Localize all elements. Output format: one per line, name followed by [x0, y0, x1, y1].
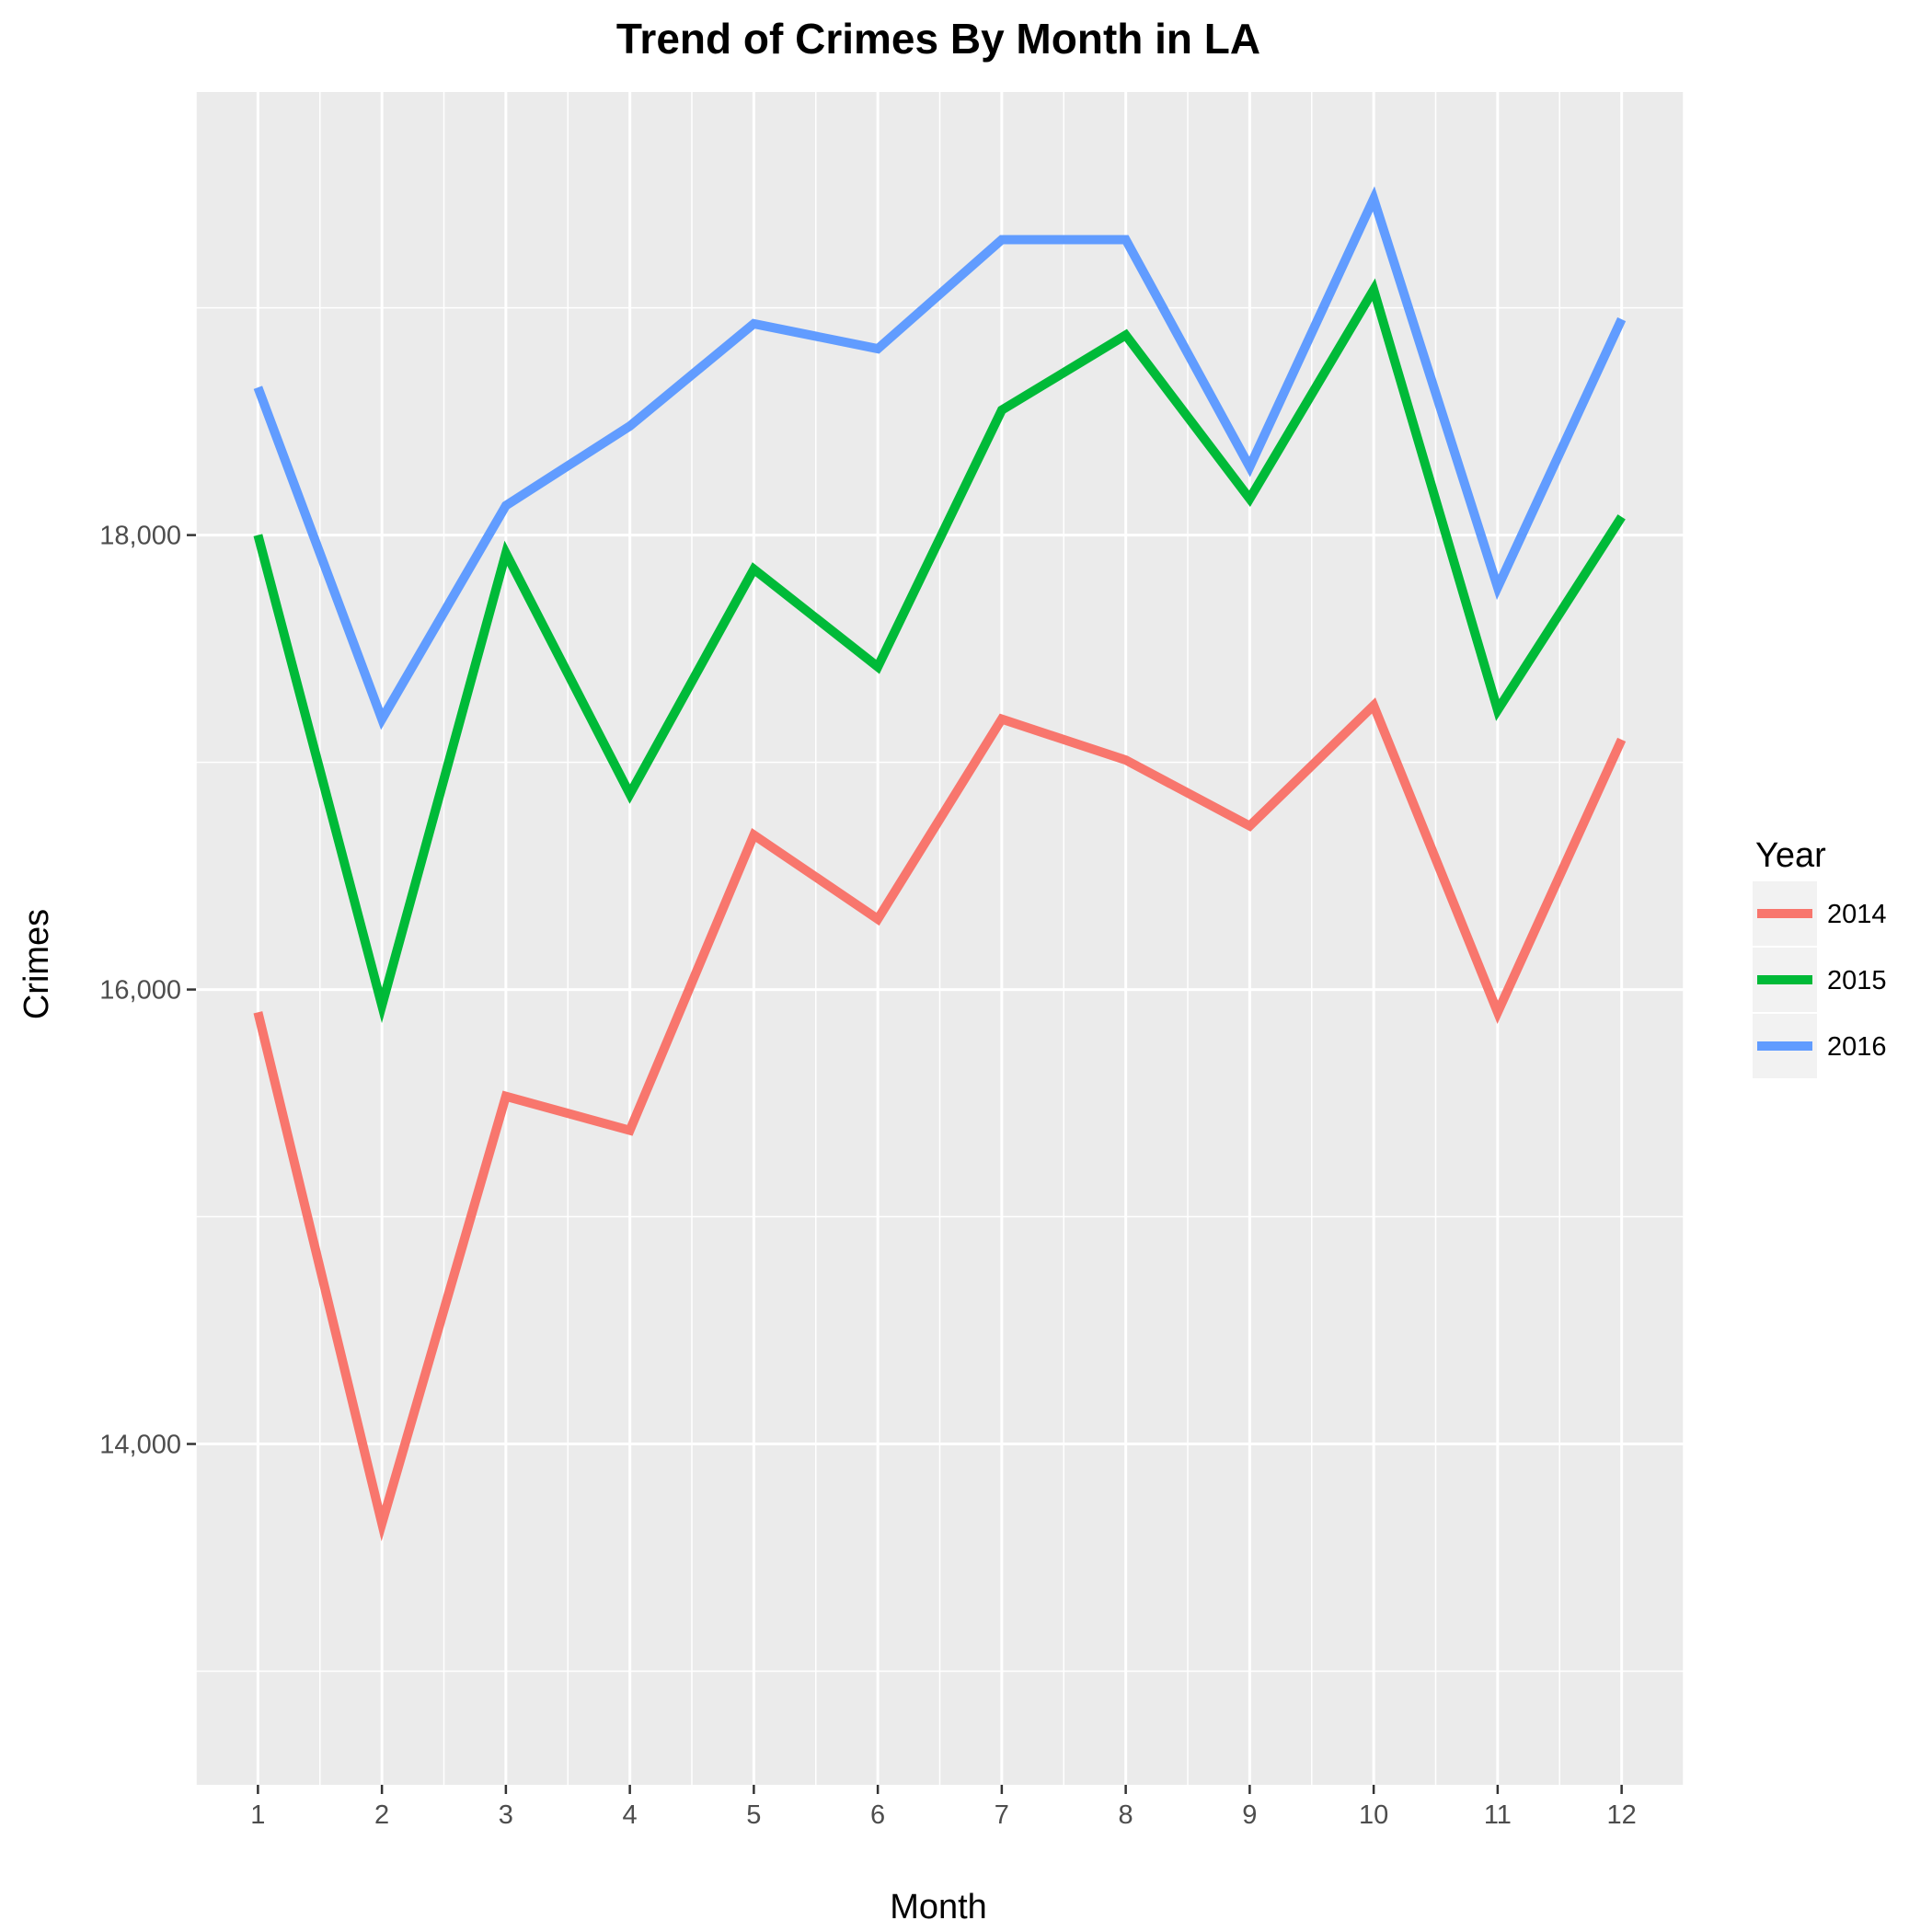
series-line-2014 [253, 697, 1627, 1542]
x-tick-label: 4 [623, 1800, 638, 1830]
y-axis-title: Crimes [17, 909, 56, 1019]
legend-title: Year [1755, 836, 1826, 875]
y-axis: 14,000 16,000 18,000 [99, 522, 196, 1460]
y-tick-label: 16,000 [99, 976, 181, 1006]
x-tick-label: 8 [1119, 1800, 1133, 1830]
legend-items: 2014 2015 2016 [1753, 881, 1887, 1078]
chart-title: Trend of Crimes By Month in LA [616, 15, 1260, 63]
x-tick-label: 7 [995, 1800, 1009, 1830]
legend-label-2014: 2014 [1827, 900, 1887, 929]
x-tick-label: 6 [870, 1800, 885, 1830]
x-axis: 1 2 3 4 5 6 7 8 9 10 11 12 [250, 1785, 1637, 1830]
y-tick-label: 14,000 [99, 1431, 181, 1460]
legend-label-2015: 2015 [1827, 966, 1887, 995]
x-tick-label: 10 [1359, 1800, 1388, 1830]
major-gridlines [196, 92, 1684, 1785]
x-tick-label: 2 [374, 1800, 389, 1830]
series-lines [253, 186, 1627, 1542]
x-axis-title: Month [890, 1888, 987, 1926]
x-tick-label: 5 [746, 1800, 761, 1830]
series-line-2015 [253, 278, 1626, 1024]
legend-label-2016: 2016 [1827, 1032, 1887, 1062]
x-tick-label: 3 [499, 1800, 513, 1830]
series-line-2016 [253, 186, 1627, 730]
x-tick-label: 12 [1606, 1800, 1636, 1830]
y-tick-label: 18,000 [99, 522, 181, 551]
legend: Year 2014 2015 2016 [1753, 836, 1887, 1078]
x-tick-label: 9 [1242, 1800, 1257, 1830]
x-tick-label: 11 [1484, 1800, 1512, 1830]
x-tick-label: 1 [250, 1800, 265, 1830]
